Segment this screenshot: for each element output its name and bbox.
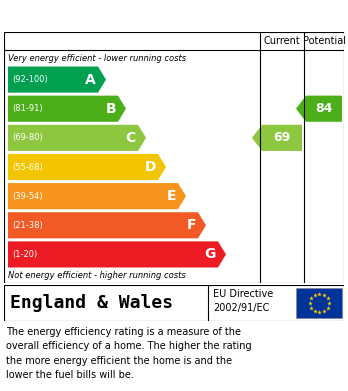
Text: EU Directive
2002/91/EC: EU Directive 2002/91/EC	[213, 289, 273, 312]
Text: (92-100): (92-100)	[12, 75, 48, 84]
Text: B: B	[105, 102, 116, 116]
Text: (81-91): (81-91)	[12, 104, 42, 113]
Polygon shape	[8, 96, 126, 122]
Polygon shape	[296, 96, 342, 122]
Text: England & Wales: England & Wales	[10, 294, 173, 312]
Text: (1-20): (1-20)	[12, 250, 37, 259]
Polygon shape	[8, 241, 226, 267]
Text: 69: 69	[274, 131, 291, 144]
Text: (21-38): (21-38)	[12, 221, 43, 230]
Text: A: A	[85, 73, 96, 86]
Text: G: G	[205, 248, 216, 262]
Text: (39-54): (39-54)	[12, 192, 42, 201]
Polygon shape	[8, 125, 146, 151]
Polygon shape	[252, 125, 302, 151]
Text: (55-68): (55-68)	[12, 163, 43, 172]
Text: The energy efficiency rating is a measure of the
overall efficiency of a home. T: The energy efficiency rating is a measur…	[6, 327, 252, 380]
Text: Potential: Potential	[302, 36, 346, 46]
Text: C: C	[126, 131, 136, 145]
Text: Very energy efficient - lower running costs: Very energy efficient - lower running co…	[8, 54, 186, 63]
Text: E: E	[166, 189, 176, 203]
Text: Current: Current	[264, 36, 300, 46]
Text: (69-80): (69-80)	[12, 133, 43, 142]
Polygon shape	[8, 154, 166, 180]
Text: F: F	[187, 218, 196, 232]
Text: 84: 84	[315, 102, 333, 115]
Bar	[296, 288, 342, 318]
Polygon shape	[8, 66, 106, 93]
Text: Not energy efficient - higher running costs: Not energy efficient - higher running co…	[8, 271, 186, 280]
Polygon shape	[8, 183, 186, 209]
Text: Energy Efficiency Rating: Energy Efficiency Rating	[8, 6, 237, 24]
Polygon shape	[8, 212, 206, 239]
Text: D: D	[144, 160, 156, 174]
